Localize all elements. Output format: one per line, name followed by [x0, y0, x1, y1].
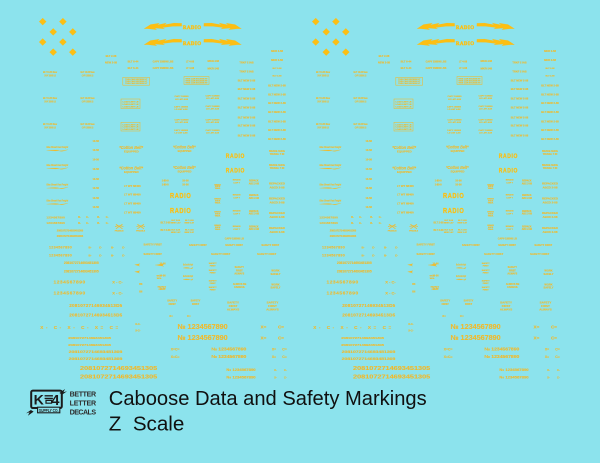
svg-text:SUPPLY CO.: SUPPLY CO.	[39, 408, 59, 413]
svg-text:K: K	[34, 393, 45, 409]
svg-text:DECALS: DECALS	[70, 408, 97, 416]
svg-text:4: 4	[51, 393, 60, 409]
svg-text:Caboose Data and Safety Markin: Caboose Data and Safety Markings	[109, 387, 427, 410]
svg-text:Z Scale: Z Scale	[109, 412, 185, 435]
svg-text:BETTER: BETTER	[70, 391, 97, 399]
svg-text:LETTER: LETTER	[70, 400, 97, 408]
